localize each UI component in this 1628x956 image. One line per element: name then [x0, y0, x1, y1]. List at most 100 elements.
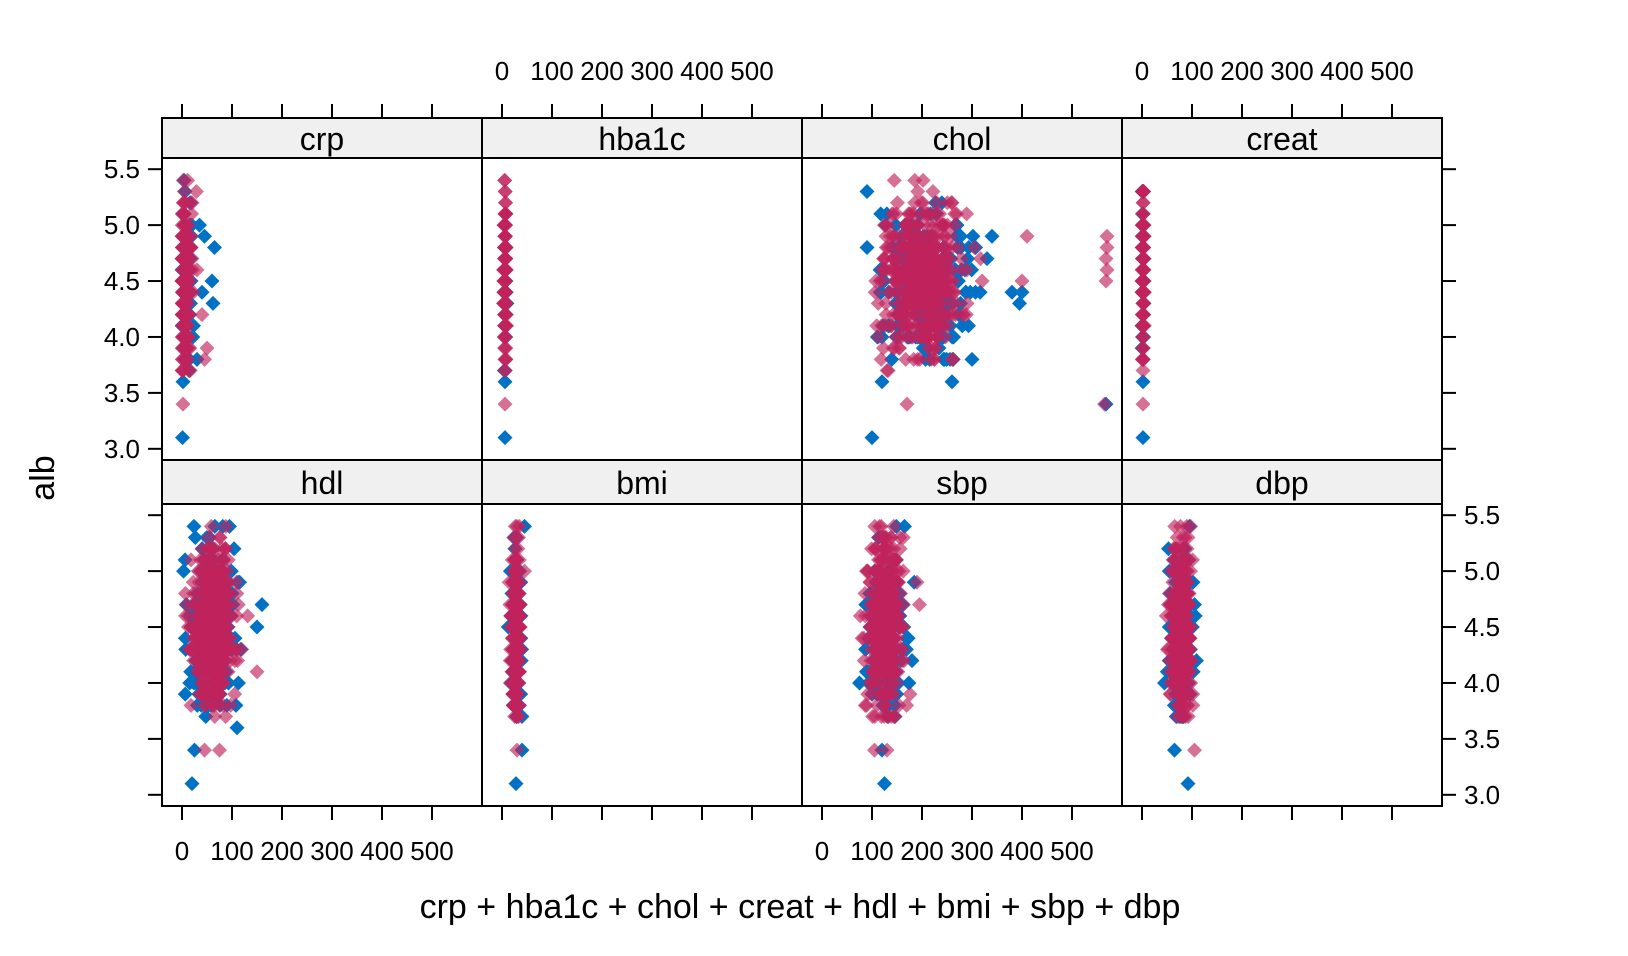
- data-point-chol: [867, 284, 883, 300]
- points-crp: [174, 172, 222, 446]
- data-point-chol: [923, 295, 939, 311]
- panel-sbp: sbp: [801, 459, 1123, 807]
- data-point-chol: [930, 329, 946, 345]
- data-point-sbp: [859, 697, 875, 713]
- data-point-bmi: [507, 552, 523, 568]
- strip-label-hba1c: hba1c: [598, 121, 685, 157]
- data-point-sbp: [858, 563, 874, 579]
- data-point-chol: [927, 340, 943, 356]
- data-point-creat: [1136, 184, 1152, 200]
- data-point-chol: [859, 239, 875, 255]
- data-point-chol: [944, 374, 960, 390]
- x-tick-label-top: 500: [730, 56, 773, 86]
- data-point-bmi: [510, 709, 526, 725]
- data-point-hdl: [200, 541, 216, 557]
- data-point-crp: [175, 430, 190, 446]
- strip-chol: [801, 117, 1123, 159]
- data-point-sbp: [880, 630, 896, 646]
- data-point-chol: [876, 262, 892, 278]
- data-point-dbp: [1176, 641, 1192, 657]
- data-point-creat: [1136, 228, 1152, 244]
- panel-frame-sbp: [801, 503, 1123, 807]
- data-point-chol: [959, 206, 975, 222]
- data-point-dbp: [1180, 776, 1196, 792]
- data-point-hba1c: [497, 228, 513, 244]
- data-point-hba1c: [497, 239, 513, 255]
- data-point-dbp: [1174, 585, 1190, 601]
- data-point-hdl: [177, 585, 193, 601]
- data-point-crp: [174, 251, 190, 267]
- data-point-bmi: [505, 597, 521, 613]
- data-point-chol: [947, 307, 963, 323]
- data-point-dbp: [1172, 630, 1188, 646]
- data-point-chol: [899, 396, 915, 412]
- x-tick-label-bottom: 300: [310, 836, 353, 866]
- data-point-chol: [1097, 396, 1112, 412]
- data-point-crp: [174, 217, 190, 233]
- data-point-sbp: [867, 630, 883, 646]
- data-point-sbp: [865, 619, 881, 635]
- data-point-hba1c: [497, 340, 513, 356]
- data-point-chol: [876, 251, 892, 267]
- data-point-hdl: [204, 697, 220, 713]
- data-point-hdl: [185, 619, 201, 635]
- data-point-chol: [928, 307, 944, 323]
- data-point-bmi: [509, 664, 525, 680]
- data-point-hdl: [197, 742, 212, 758]
- x-tick-label-top: 0: [495, 56, 509, 86]
- data-point-crp: [189, 262, 205, 278]
- data-point-dbp: [1182, 664, 1198, 680]
- data-point-chol: [973, 251, 989, 267]
- data-point-crp: [175, 396, 191, 412]
- data-point-hba1c: [497, 206, 513, 222]
- data-point-chol: [947, 217, 963, 233]
- data-point-chol: [904, 329, 920, 345]
- data-point-creat: [1135, 195, 1151, 211]
- data-point-chol: [965, 228, 981, 244]
- data-point-chol: [929, 195, 945, 211]
- data-point-hba1c: [497, 217, 513, 233]
- data-point-creat: [1135, 363, 1151, 379]
- data-point-sbp: [874, 653, 890, 669]
- x-tick-label-bottom: 0: [815, 836, 829, 866]
- data-point-chol: [895, 318, 911, 334]
- y-tick-label-right: 4.0: [1464, 668, 1500, 698]
- data-point-hdl: [199, 641, 215, 657]
- data-point-sbp: [887, 709, 903, 725]
- data-point-chol: [906, 307, 922, 323]
- data-point-sbp: [892, 530, 908, 546]
- data-point-chol: [880, 217, 896, 233]
- data-point-dbp: [1180, 697, 1196, 713]
- data-point-hdl: [198, 686, 214, 702]
- x-axis-label: crp + hba1c + chol + creat + hdl + bmi +…: [420, 888, 1181, 926]
- data-point-sbp: [882, 664, 898, 680]
- data-point-chol: [915, 228, 931, 244]
- data-point-hdl: [210, 686, 226, 702]
- data-point-chol: [915, 172, 931, 188]
- data-point-sbp: [872, 664, 888, 680]
- data-point-hdl: [249, 664, 265, 680]
- data-point-bmi: [507, 518, 523, 534]
- panel-hdl: hdl: [161, 459, 483, 807]
- data-point-sbp: [869, 563, 885, 579]
- data-point-bmi: [506, 563, 522, 579]
- strip-label-crp: crp: [300, 121, 344, 157]
- data-point-hba1c: [497, 374, 513, 390]
- data-point-chol: [889, 284, 905, 300]
- data-point-chol: [943, 195, 959, 211]
- panels-layer: crp hba1c chol creat hdl bmi sbp dbp: [161, 117, 1443, 807]
- data-point-chol: [888, 206, 904, 222]
- data-point-hdl: [185, 574, 201, 590]
- data-point-hdl: [254, 597, 270, 613]
- data-point-chol: [941, 251, 957, 267]
- panel-frame-hba1c: [481, 157, 803, 461]
- data-point-hdl: [191, 563, 207, 579]
- data-point-chol: [886, 228, 902, 244]
- data-point-chol: [1098, 251, 1114, 267]
- data-point-hba1c: [497, 284, 513, 300]
- strip-label-creat: creat: [1246, 121, 1317, 157]
- data-point-crp: [188, 184, 204, 200]
- data-point-dbp: [1169, 530, 1185, 546]
- data-point-creat: [1135, 374, 1151, 390]
